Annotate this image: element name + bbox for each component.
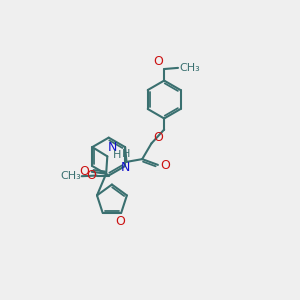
- Text: H: H: [122, 149, 130, 159]
- Text: CH₃: CH₃: [179, 63, 200, 73]
- Text: N: N: [121, 161, 130, 174]
- Text: O: O: [153, 131, 163, 144]
- Text: O: O: [116, 215, 125, 228]
- Text: N: N: [108, 141, 117, 154]
- Text: O: O: [160, 159, 169, 172]
- Text: CH₃: CH₃: [60, 171, 81, 181]
- Text: O: O: [153, 55, 163, 68]
- Text: H: H: [113, 150, 122, 160]
- Text: O: O: [86, 169, 96, 182]
- Text: O: O: [80, 165, 89, 178]
